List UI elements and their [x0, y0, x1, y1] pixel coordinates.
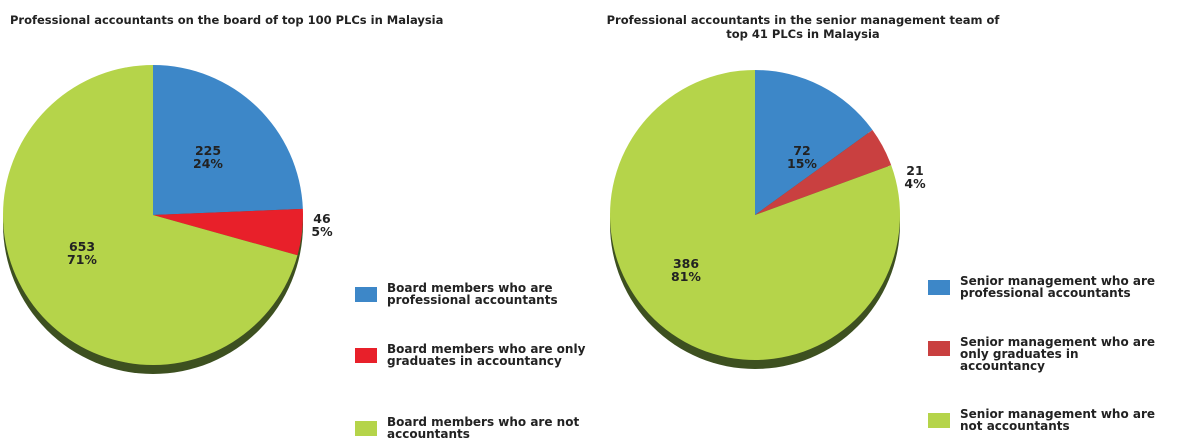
pie-slice: [153, 208, 304, 256]
slice-label: 386 81%: [671, 257, 701, 283]
legend-label: Board members who are not accountants: [387, 415, 580, 441]
slice-label: 225 24%: [193, 144, 223, 170]
legend-label: Senior management who are only graduates…: [960, 335, 1156, 373]
legend-label: Board members who are only graduates in …: [387, 342, 586, 368]
pie-slice: [3, 65, 298, 365]
legend-swatch: [355, 421, 377, 436]
pie-slice: [755, 130, 892, 215]
slice-label: 21 4%: [904, 164, 925, 190]
slice-label: 653 71%: [67, 240, 97, 266]
legend-label: Senior management who are not accountant…: [960, 407, 1156, 433]
slice-percent: 24%: [193, 156, 223, 171]
legend-swatch: [355, 348, 377, 363]
chart-title: Professional accountants in the senior m…: [606, 13, 1000, 41]
slice-percent: 4%: [904, 176, 926, 191]
legend-label: Senior management who are professional a…: [960, 274, 1156, 300]
slice-percent: 15%: [787, 156, 817, 171]
pie-slice: [610, 70, 900, 360]
legend-label: Board members who are professional accou…: [387, 281, 558, 307]
slice-percent: 71%: [67, 252, 97, 267]
slice-value: 225: [194, 143, 222, 158]
legend-swatch: [928, 280, 950, 295]
slice-value: 21: [906, 163, 924, 178]
pie-slice: [153, 65, 303, 215]
chart-title: Professional accountants on the board of…: [10, 13, 444, 27]
legend-swatch: [355, 287, 377, 302]
slice-value: 653: [68, 239, 96, 254]
legend-swatch: [928, 413, 950, 428]
slice-value: 46: [313, 211, 331, 226]
legend-swatch: [928, 341, 950, 356]
slice-value: 72: [793, 143, 811, 158]
pie-slice: [755, 70, 873, 215]
slice-percent: 81%: [671, 269, 701, 284]
slice-value: 386: [672, 256, 700, 271]
slice-label: 72 15%: [787, 144, 817, 170]
slice-percent: 5%: [311, 224, 333, 239]
slice-label: 46 5%: [311, 212, 332, 238]
